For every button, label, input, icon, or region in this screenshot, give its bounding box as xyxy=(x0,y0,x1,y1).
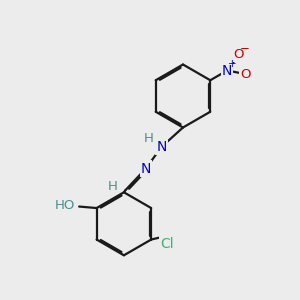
Text: H: H xyxy=(108,180,118,193)
Text: HO: HO xyxy=(55,200,75,212)
Text: N: N xyxy=(156,140,167,154)
Text: N: N xyxy=(222,64,232,77)
Text: O: O xyxy=(233,48,244,62)
Text: O: O xyxy=(241,68,251,81)
Text: Cl: Cl xyxy=(160,237,174,251)
Text: −: − xyxy=(240,42,250,55)
Text: +: + xyxy=(228,59,237,69)
Text: H: H xyxy=(144,132,154,145)
Text: N: N xyxy=(141,162,151,176)
